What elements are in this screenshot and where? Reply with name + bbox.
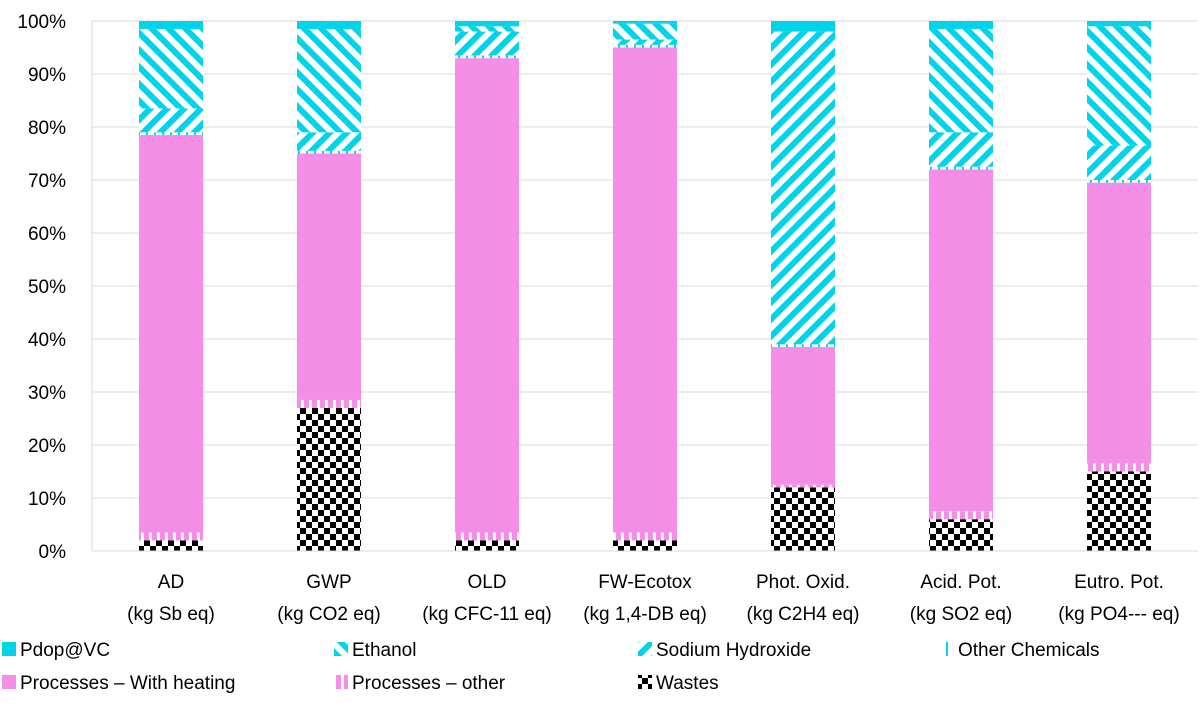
legend-label: Ethanol <box>352 640 416 661</box>
bar-segment-sodium-hydroxide <box>771 31 835 345</box>
legend-swatch <box>940 642 954 656</box>
legend-label: Processes – With heating <box>20 673 235 694</box>
legend-swatch <box>638 675 652 689</box>
bar-segment-other-chemicals <box>297 150 361 154</box>
bar-segment-other-chemicals <box>1087 180 1151 183</box>
legend-item: Processes – other <box>334 673 506 694</box>
legend-item: Pdop@VC <box>2 640 110 661</box>
bar-segment-processes-with-heating <box>139 134 203 533</box>
legend-label: Sodium Hydroxide <box>656 640 811 661</box>
bar-segment-processes-with-heating <box>929 169 993 512</box>
y-tick-label: 50% <box>28 277 66 298</box>
y-tick-label: 10% <box>28 489 66 510</box>
legend-swatch <box>638 642 652 656</box>
legend-label: Other Chemicals <box>958 640 1100 661</box>
bar-segment-ethanol <box>455 26 519 32</box>
legend: Pdop@VC Ethanol Sodium Hydroxide Other Chem… <box>2 640 1100 694</box>
bar-segment-processes-with-heating <box>613 47 677 533</box>
bar-segment-sodium-hydroxide <box>1087 145 1151 180</box>
bars <box>139 21 1151 551</box>
x-tick-label: (kg CFC-11 eq) <box>422 604 552 625</box>
x-tick-label: GWP <box>306 572 351 593</box>
x-tick-label: (kg SO2 eq) <box>910 604 1012 625</box>
bar-segment-wastes <box>297 407 361 551</box>
bar-segment-processes-other <box>613 532 677 541</box>
bar-segment-ethanol <box>613 23 677 40</box>
x-tick-label: Phot. Oxid. <box>756 572 850 593</box>
bar-segment-ethanol <box>929 28 993 133</box>
bar-segment-sodium-hydroxide <box>139 108 203 133</box>
y-tick-label: 100% <box>17 12 66 33</box>
bar-segment-processes-with-heating <box>455 58 519 533</box>
x-tick-label: FW-Ecotox <box>598 572 692 593</box>
axes: 0% 10% 20% 30% 40% 50% 60% 70% 80% 90% 100% AD (kg S… <box>17 12 1198 625</box>
y-tick-label: 90% <box>28 65 66 86</box>
bar-segment-wastes <box>139 540 203 551</box>
legend-item: Ethanol <box>334 640 416 661</box>
x-tick-label: Eutro. Pot. <box>1074 572 1164 593</box>
x-tick-label: (kg CO2 eq) <box>277 604 380 625</box>
bar-segment-other-chemicals <box>771 344 835 347</box>
x-tick-label: OLD <box>467 572 506 593</box>
y-tick-label: 30% <box>28 383 66 404</box>
legend-swatch <box>334 642 348 656</box>
bar-segment-pdop-vc <box>297 21 361 29</box>
bar-segment-wastes <box>771 487 835 551</box>
x-tick-label: (kg PO4--- eq) <box>1058 604 1179 625</box>
bar-segment-other-chemicals <box>455 55 519 59</box>
bar-segment-other-chemicals <box>929 166 993 170</box>
y-tick-label: 70% <box>28 171 66 192</box>
bar-segment-sodium-hydroxide <box>455 31 519 56</box>
bar-segment-pdop-vc <box>455 21 519 27</box>
x-tick-label: (kg C2H4 eq) <box>747 604 860 625</box>
bar-segment-other-chemicals <box>139 132 203 135</box>
y-tick-label: 60% <box>28 224 66 245</box>
bar-segment-pdop-vc <box>929 21 993 29</box>
bar-segment-processes-other <box>455 532 519 541</box>
y-tick-label: 0% <box>39 542 67 563</box>
bar-segment-wastes <box>1087 471 1151 551</box>
bar-segment-wastes <box>455 540 519 551</box>
bar-segment-processes-with-heating <box>1087 182 1151 464</box>
legend-label: Pdop@VC <box>20 640 110 661</box>
legend-swatch <box>334 675 348 689</box>
bar-segment-other-chemicals <box>613 44 677 48</box>
legend-item: Processes – With heating <box>2 673 235 694</box>
x-tick-label: AD <box>158 572 184 593</box>
legend-swatch <box>2 675 16 689</box>
bar-segment-sodium-hydroxide <box>929 132 993 167</box>
bar-segment-pdop-vc <box>1087 21 1151 27</box>
bar-segment-processes-with-heating <box>771 346 835 485</box>
legend-label: Wastes <box>656 673 719 694</box>
bar-segment-wastes <box>613 540 677 551</box>
legend-swatch <box>2 642 16 656</box>
bar-segment-pdop-vc <box>613 21 677 24</box>
legend-item: Wastes <box>638 673 719 694</box>
bar-segment-processes-other <box>139 532 203 541</box>
bar-segment-pdop-vc <box>771 21 835 32</box>
y-tick-label: 80% <box>28 118 66 139</box>
bar-segment-ethanol <box>1087 26 1151 146</box>
x-tick-label: (kg Sb eq) <box>127 604 215 625</box>
bar-segment-pdop-vc <box>139 21 203 29</box>
bar-segment-sodium-hydroxide <box>613 39 677 45</box>
x-tick-label: (kg 1,4-DB eq) <box>583 604 707 625</box>
legend-label: Processes – other <box>352 673 506 694</box>
legend-item: Sodium Hydroxide <box>638 640 811 661</box>
y-tick-label: 20% <box>28 436 66 457</box>
bar-segment-ethanol <box>297 28 361 133</box>
legend-item: Other Chemicals <box>940 640 1100 661</box>
bar-segment-ethanol <box>139 28 203 109</box>
x-tick-label: Acid. Pot. <box>920 572 1001 593</box>
bar-segment-processes-other <box>1087 463 1151 472</box>
bar-segment-sodium-hydroxide <box>297 132 361 151</box>
bar-segment-processes-other <box>771 484 835 488</box>
bar-segment-processes-other <box>297 399 361 408</box>
bar-segment-processes-other <box>929 511 993 520</box>
bar-segment-processes-with-heating <box>297 153 361 400</box>
bar-segment-wastes <box>929 519 993 551</box>
y-tick-label: 40% <box>28 330 66 351</box>
